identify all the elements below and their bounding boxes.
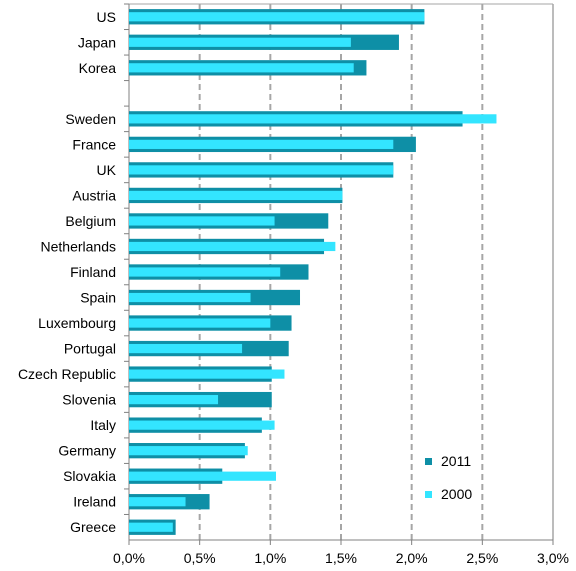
category-label: Austria xyxy=(72,187,116,203)
category-labels: US Japan Korea Sweden France UK Austria Belgium… xyxy=(18,3,129,535)
category-label: Netherlands xyxy=(41,238,117,254)
category-label: Italy xyxy=(90,417,116,433)
category-label: Slovakia xyxy=(63,468,116,484)
bar-2000 xyxy=(129,446,248,456)
bars xyxy=(129,9,497,535)
category-label: Belgium xyxy=(65,213,116,229)
bar-2000 xyxy=(129,369,285,379)
category-label: Finland xyxy=(70,264,116,280)
bar-2000 xyxy=(129,420,275,430)
x-tick-label: 1,0% xyxy=(254,550,286,566)
bar-2000 xyxy=(129,497,186,507)
category-label: US xyxy=(97,9,116,25)
bar-2000 xyxy=(129,63,354,73)
category-label: Czech Republic xyxy=(18,366,116,382)
bar-2000 xyxy=(129,12,425,22)
bar-2000 xyxy=(129,471,276,481)
x-tick-labels: 0,0% 0,5% 1,0% 1,5% 2,0% 2,5% 3,0% xyxy=(113,540,569,566)
x-tick-label: 1,5% xyxy=(325,550,357,566)
category-label: Sweden xyxy=(65,111,116,127)
x-tick-label: 2,0% xyxy=(396,550,428,566)
category-label: Luxembourg xyxy=(38,315,116,331)
x-tick-label: 2,5% xyxy=(466,550,498,566)
x-tick-label: 0,5% xyxy=(184,550,216,566)
bar-2000 xyxy=(129,343,243,354)
category-label: Slovenia xyxy=(62,392,116,408)
bar-2000 xyxy=(129,139,394,149)
x-tick-label: 3,0% xyxy=(537,550,569,566)
category-label: Ireland xyxy=(73,494,116,510)
category-label: UK xyxy=(97,162,117,178)
bar-2000 xyxy=(129,190,343,201)
category-label: Portugal xyxy=(64,341,116,357)
bar-2000 xyxy=(129,114,497,124)
category-label: Japan xyxy=(78,34,116,50)
bar-2000 xyxy=(129,37,351,47)
category-label: Spain xyxy=(80,290,116,306)
legend-label: 2011 xyxy=(441,453,471,469)
bar-2000 xyxy=(129,165,394,175)
x-tick-label: 0,0% xyxy=(113,550,145,566)
category-label: Germany xyxy=(58,443,116,459)
legend-label: 2000 xyxy=(441,486,472,502)
legend: 2011 2000 xyxy=(425,453,472,502)
bar-2000 xyxy=(129,522,173,532)
category-label: Greece xyxy=(70,519,116,535)
category-label: France xyxy=(72,136,116,152)
category-label: Korea xyxy=(79,60,117,76)
bar-2000 xyxy=(129,292,251,303)
bar-2000 xyxy=(129,267,281,277)
bar-2000 xyxy=(129,241,336,252)
bar-2000 xyxy=(129,395,219,405)
bar-2000 xyxy=(129,318,271,328)
bar-2000 xyxy=(129,216,275,226)
legend-swatch xyxy=(425,491,432,498)
legend-swatch xyxy=(425,458,432,465)
